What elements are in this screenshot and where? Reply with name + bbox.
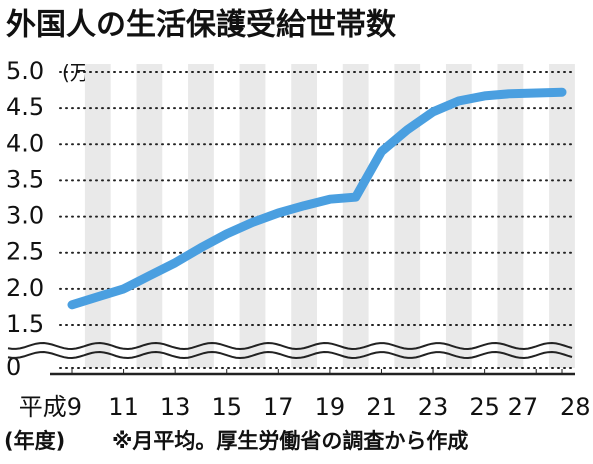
y-tick-label: 4.5 [6, 93, 44, 121]
note: ※月平均。厚生労働省の調査から作成 [112, 429, 468, 453]
y-tick-label: 1.5 [6, 310, 44, 338]
y-tick-label: 5.0 [6, 57, 44, 85]
x-tick-label: 25 [469, 393, 500, 421]
x-axis-label: (年度) [4, 429, 65, 453]
x-tick-label: 19 [315, 393, 346, 421]
y-tick-label: 4.0 [6, 129, 44, 157]
axis-break [7, 350, 573, 360]
x-tick-label: 平成9 [19, 393, 82, 421]
x-tick-label: 21 [366, 393, 397, 421]
data-line [67, 87, 567, 310]
x-tick-label: 11 [108, 393, 139, 421]
x-tick-label: 15 [211, 393, 242, 421]
x-tick-label: 28 [560, 393, 591, 421]
x-tick-label: 13 [160, 393, 191, 421]
y-tick-label: 2.0 [6, 274, 44, 302]
chart-title: 外国人の生活保護受給世帯数 [6, 8, 397, 43]
y-tick-label: 0 [6, 353, 21, 381]
y-tick-label: 3.5 [6, 165, 44, 193]
y-tick-label: 3.0 [6, 202, 44, 230]
axis-break [7, 341, 573, 351]
x-tick-label: 17 [263, 393, 294, 421]
y-tick-label: 2.5 [6, 238, 44, 266]
x-tick-label: 27 [508, 393, 539, 421]
x-tick-label: 23 [418, 393, 449, 421]
